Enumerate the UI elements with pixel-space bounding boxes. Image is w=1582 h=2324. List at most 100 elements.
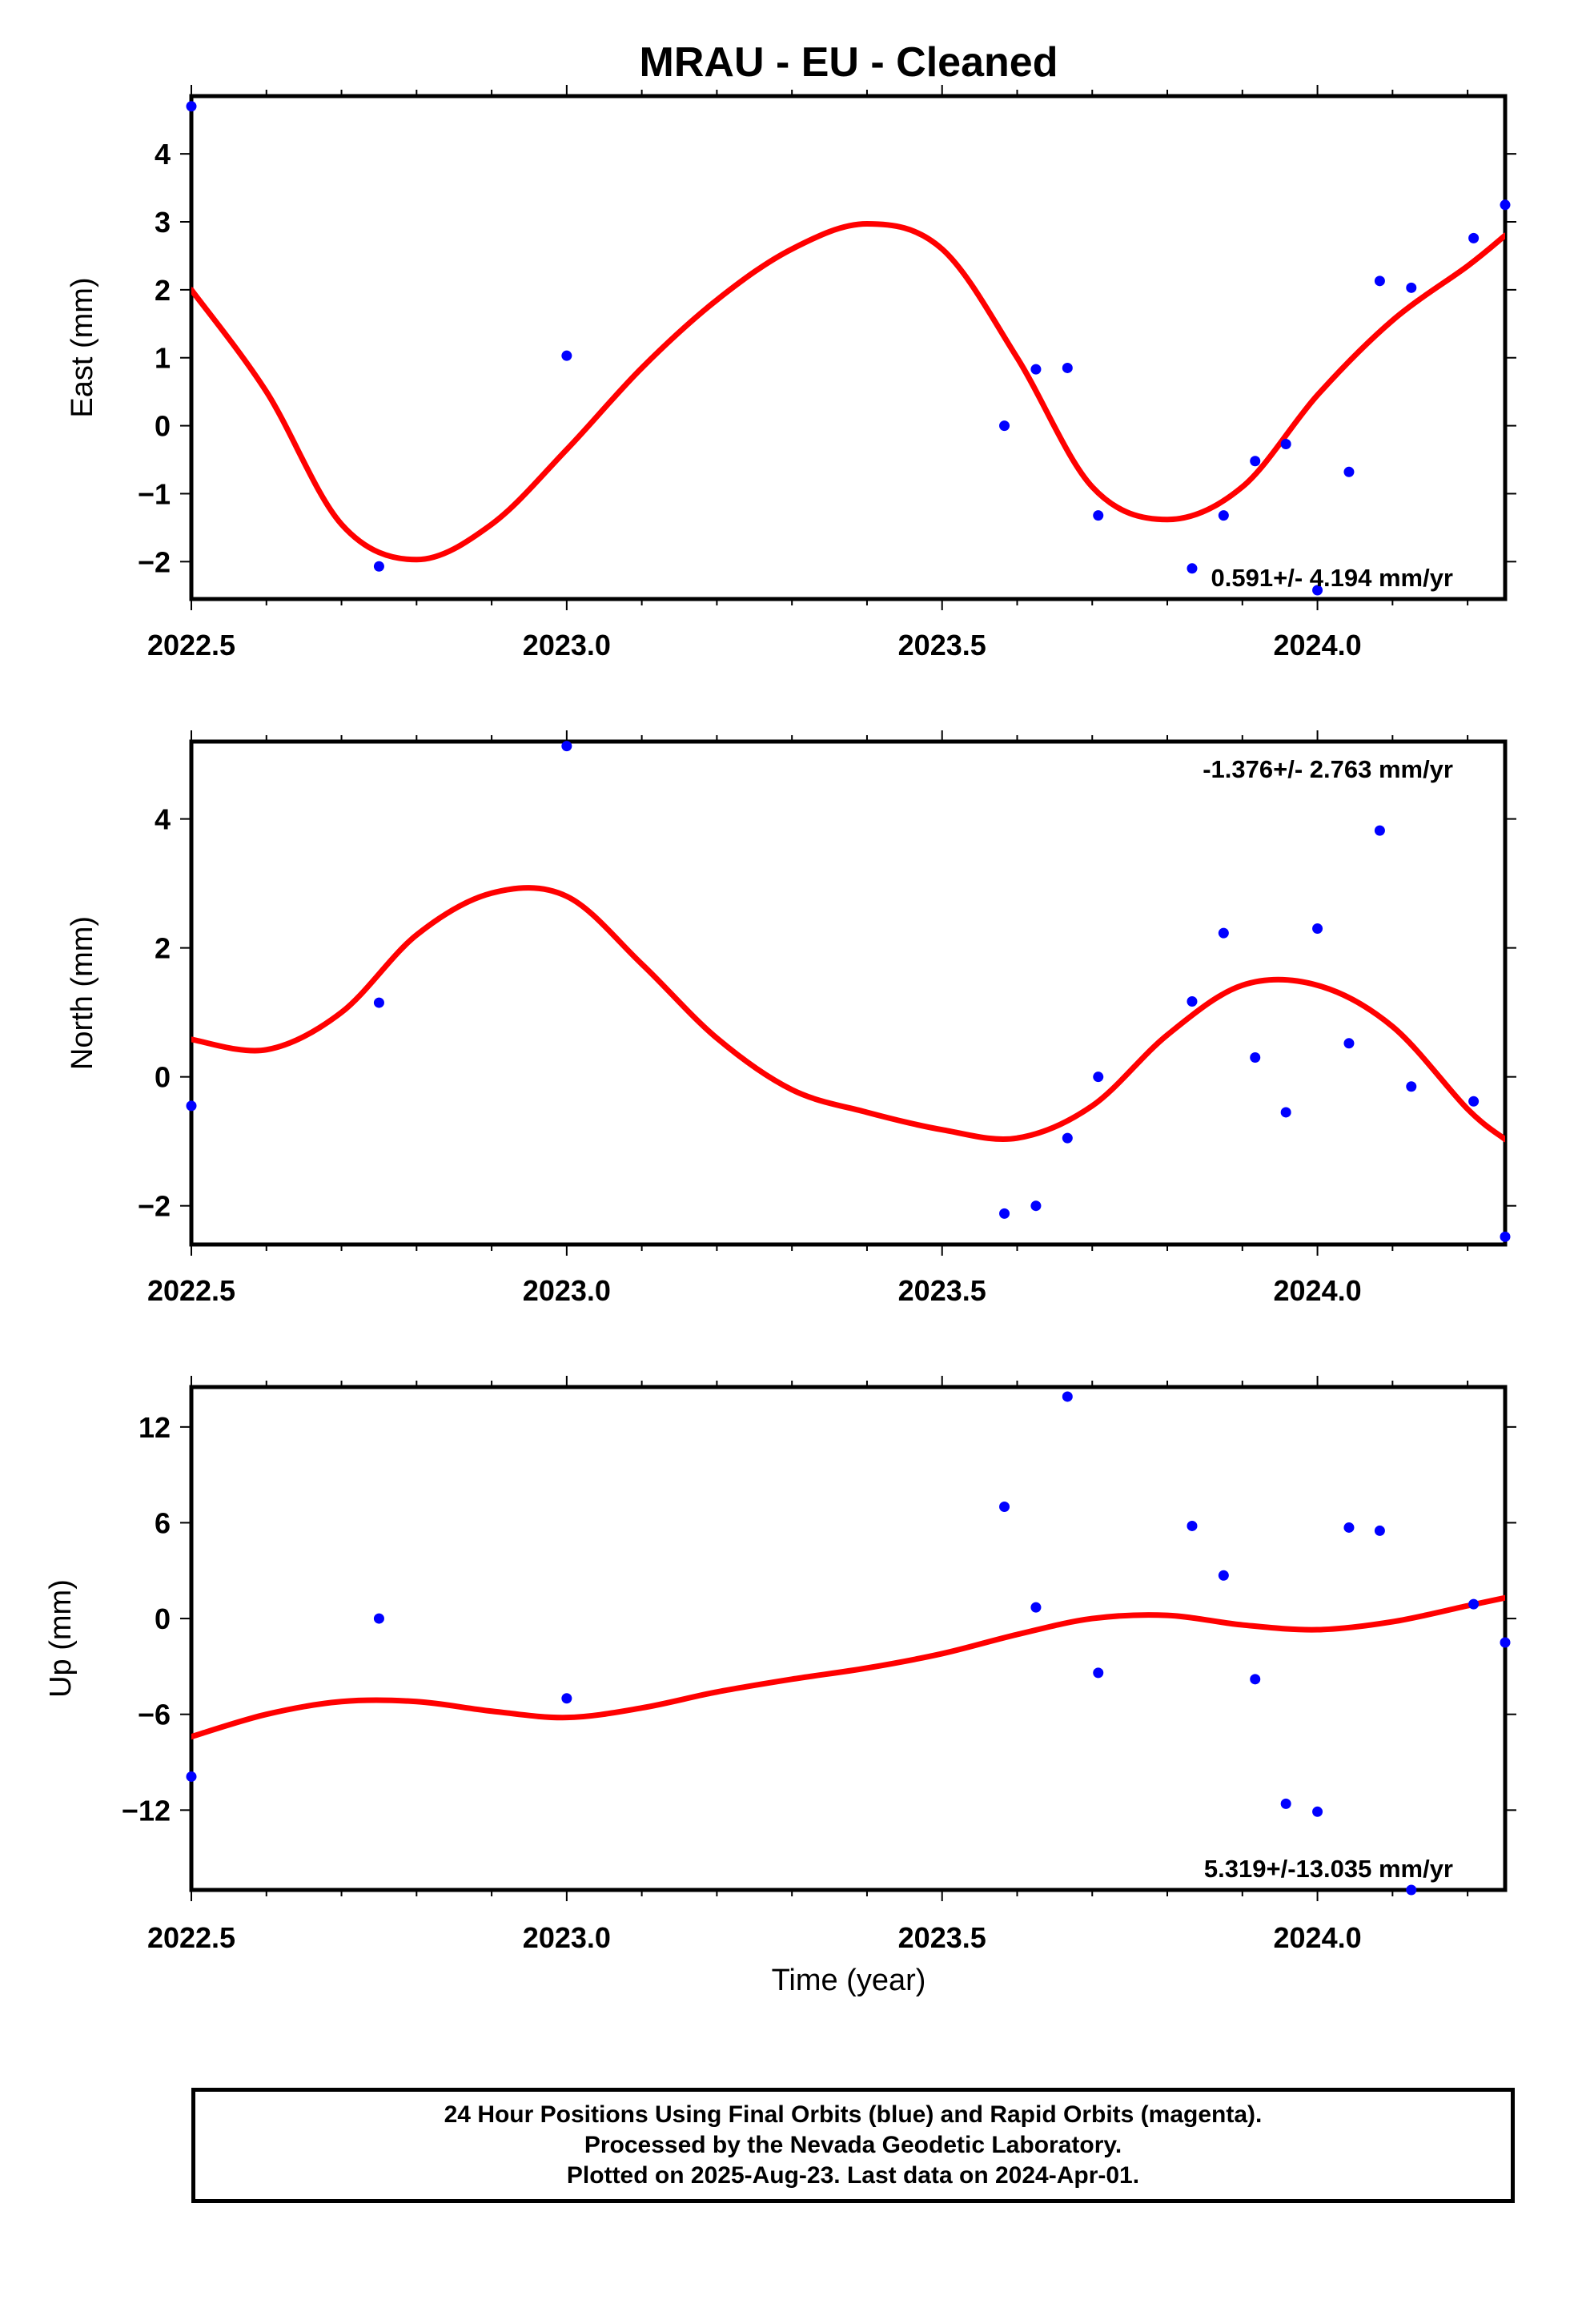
plot-frame <box>189 94 1508 601</box>
y-tick-label: 0 <box>155 1061 171 1094</box>
y-axis-label: East (mm) <box>66 277 99 417</box>
x-tick-label: 2023.5 <box>898 1274 986 1307</box>
y-tick-label: 4 <box>155 803 171 836</box>
data-point <box>1343 466 1355 477</box>
data-point <box>1374 825 1385 836</box>
data-point <box>1500 1231 1511 1242</box>
data-point <box>999 420 1010 432</box>
data-point <box>1312 585 1323 596</box>
data-point <box>1406 282 1417 293</box>
x-tick-label: 2023.5 <box>898 629 986 661</box>
data-point <box>186 1771 197 1782</box>
y-tick-label: 12 <box>139 1411 171 1444</box>
x-tick-label: 2022.5 <box>147 1274 235 1307</box>
data-point <box>1186 563 1198 574</box>
data-point <box>1186 995 1198 1007</box>
fit-curve <box>191 885 1505 1143</box>
x-tick-label: 2022.5 <box>147 1921 235 1954</box>
x-tick-label: 2023.0 <box>523 629 611 661</box>
y-tick-label: −2 <box>138 1190 171 1223</box>
x-axis-label: Time (year) <box>772 1964 926 1997</box>
figure-title: MRAU - EU - Cleaned <box>640 39 1058 86</box>
data-point <box>1500 199 1511 211</box>
data-point <box>373 561 384 572</box>
data-point <box>999 1208 1010 1219</box>
y-tick-label: 4 <box>155 138 171 171</box>
plot-frame <box>189 739 1508 1247</box>
data-point <box>1374 275 1385 287</box>
data-point <box>1093 1667 1104 1679</box>
data-point <box>1093 510 1104 521</box>
y-tick-label: 3 <box>155 206 171 239</box>
fit-curve <box>191 1594 1505 1740</box>
data-point <box>1030 364 1042 375</box>
x-tick-label: 2022.5 <box>147 629 235 661</box>
x-tick-label: 2023.0 <box>523 1274 611 1307</box>
y-axis-label: Up (mm) <box>44 1579 78 1698</box>
data-point <box>1250 456 1261 467</box>
data-point <box>186 101 197 112</box>
y-tick-label: −1 <box>138 477 171 510</box>
fit-curve <box>191 221 1505 563</box>
data-point <box>561 350 572 361</box>
up-panel: 2022.5 2023.0 2023.5 2024.0 12 6 0 −6 −12 Up (mm)… <box>44 1376 1516 1954</box>
data-point <box>1280 1107 1291 1118</box>
data-point <box>999 1502 1010 1513</box>
y-tick-label: −6 <box>138 1699 171 1731</box>
x-tick-label: 2024.0 <box>1274 629 1362 661</box>
x-tick-label: 2024.0 <box>1274 1274 1362 1307</box>
y-tick-label: 2 <box>155 274 171 307</box>
plot-frame <box>189 1385 1508 1892</box>
data-point <box>1406 1081 1417 1092</box>
east-panel: 2022.5 2023.0 2023.5 2024.0 4 3 2 1 0 −1 −2 East (m… <box>66 85 1516 661</box>
y-tick-label: 2 <box>155 932 171 965</box>
y-tick-label: −2 <box>138 545 171 578</box>
data-point <box>1280 439 1291 450</box>
data-point <box>1030 1200 1042 1212</box>
data-point <box>186 1100 197 1112</box>
data-point <box>373 997 384 1008</box>
data-point <box>1218 510 1229 521</box>
footer-line-3: Plotted on 2025-Aug-23. Last data on 202… <box>566 2162 1140 2189</box>
data-point <box>1406 1884 1417 1896</box>
data-point <box>1250 1674 1261 1685</box>
velocity-label: 5.319+/-13.035 mm/yr <box>1204 1855 1453 1883</box>
data-point <box>1468 1096 1480 1107</box>
data-point <box>1343 1522 1355 1533</box>
data-point <box>561 1693 572 1704</box>
footer-info-box: 24 Hour Positions Using Final Orbits (bl… <box>191 2088 1515 2203</box>
footer-line-2: Processed by the Nevada Geodetic Laborat… <box>584 2132 1122 2158</box>
data-point <box>1186 1520 1198 1531</box>
x-tick-label: 2023.5 <box>898 1921 986 1954</box>
data-point <box>1062 362 1073 373</box>
data-point <box>1468 232 1480 243</box>
y-tick-label: 6 <box>155 1506 171 1539</box>
data-point <box>1312 923 1323 934</box>
data-point <box>1093 1072 1104 1083</box>
data-point <box>561 741 572 752</box>
y-tick-label: 0 <box>155 410 171 443</box>
y-tick-label: 0 <box>155 1602 171 1635</box>
x-tick-label: 2023.0 <box>523 1921 611 1954</box>
data-point <box>373 1613 384 1624</box>
data-point <box>1312 1806 1323 1817</box>
y-tick-label: 1 <box>155 342 171 375</box>
x-tick-label: 2024.0 <box>1274 1921 1362 1954</box>
data-point <box>1030 1602 1042 1613</box>
data-point <box>1280 1798 1291 1809</box>
data-point <box>1500 1637 1511 1648</box>
data-point <box>1468 1598 1480 1610</box>
footer-line-1: 24 Hour Positions Using Final Orbits (bl… <box>444 2101 1263 2128</box>
y-tick-label: −12 <box>122 1794 171 1827</box>
data-point <box>1062 1132 1073 1144</box>
velocity-label: -1.376+/- 2.763 mm/yr <box>1203 755 1453 783</box>
data-point <box>1374 1525 1385 1536</box>
data-point <box>1218 1570 1229 1581</box>
data-point <box>1343 1038 1355 1049</box>
y-axis-label: North (mm) <box>66 916 99 1070</box>
data-point <box>1218 927 1229 939</box>
data-point <box>1250 1052 1261 1063</box>
velocity-label: 0.591+/- 4.194 mm/yr <box>1211 564 1453 592</box>
data-point <box>1062 1391 1073 1402</box>
